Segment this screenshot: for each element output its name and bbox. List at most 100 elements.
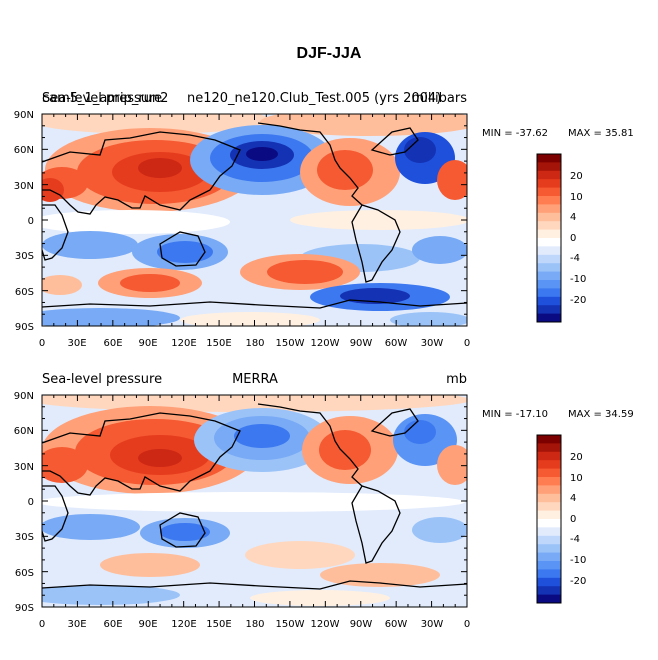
xtick-label: 0 [39,338,45,349]
field-blob [245,541,355,569]
field-blob [157,241,213,263]
panel-obs-ticks [41,394,468,608]
xtick-label: 150W [276,338,305,349]
field-blob [42,231,138,259]
xtick-label: 150E [206,619,231,630]
xtick-label: 180 [245,619,264,630]
panel-obs-ytick-labels: 90N 60N 30N 0 30S 60S 90S [14,391,34,614]
colorbar-label: -10 [570,555,586,566]
panel-test-min: MIN = -37.62 [482,128,548,139]
field-blob [42,178,64,202]
panel-test-frame [41,113,468,327]
ytick-label: 30S [15,532,34,543]
field-blob [437,160,467,200]
coastline-antarctica [42,299,467,309]
colorbar-swatch [537,288,561,298]
colorbar-label: 0 [570,514,576,525]
colorbar-border [536,434,562,604]
ytick-label: 60N [14,426,34,437]
field-blob [319,430,371,470]
field-blob [180,312,320,326]
colorbar-swatch [537,238,561,247]
coastline-africa [42,204,69,261]
field-blob [404,137,436,163]
xtick-label: 60E [103,338,122,349]
panel-obs-frame [41,394,468,608]
colorbar-swatch [537,196,561,205]
xtick-label: 90E [138,619,157,630]
field-blob [42,114,270,134]
ytick-label: 90S [15,603,34,614]
panel-obs-center-label: MERRA [232,372,278,387]
colorbar-swatch [537,170,561,180]
panel-obs-left-label: Sea-level pressure [42,372,162,387]
xtick-label: 60W [385,619,408,630]
coastline-australia [159,512,206,548]
coastline-eurasia [42,131,241,215]
colorbar-label: -10 [570,274,586,285]
xtick-label: 60E [103,619,122,630]
colorbar-swatch [537,305,561,314]
field-blob [42,210,230,234]
panel-test-units: millibars [412,91,468,106]
colorbar-swatch [537,519,561,528]
xtick-label: 30W [421,338,444,349]
colorbar-swatch [537,204,561,214]
coastline-africa [42,485,69,542]
field-blob [404,420,436,444]
panel-test: cam5_1_amip_run2 Sea-level pressure ne12… [14,91,634,349]
colorbar-swatch [537,246,561,256]
field-blob [42,492,465,512]
colorbar-swatch [537,271,561,281]
ytick-label: 0 [28,497,34,508]
field-blob [42,275,82,295]
field-blob [250,590,390,606]
panel-test-ytick-labels: 90N 60N 30N 0 30S 60S 90S [14,110,34,333]
xtick-label: 0 [464,338,470,349]
colorbar-label: -20 [570,576,586,587]
panel-obs-xtick-labels: 0 30E 60E 90E 120E 150E 180 150W 120W 90… [39,619,470,630]
field-blob [234,424,290,448]
colorbar-swatch [537,263,561,272]
field-blob [412,517,467,543]
panel-obs: Sea-level pressure MERRA mb [14,372,634,630]
colorbar-swatch [537,296,561,306]
xtick-label: 120E [171,338,196,349]
panel-test-colorbar-labels: 20 10 4 0 -4 -10 -20 [570,171,586,306]
coastline-australia [159,231,206,267]
xtick-label: 30W [421,619,444,630]
colorbar-swatch [537,485,561,495]
field-blob [138,449,182,467]
coastline-eurasia [42,412,241,496]
colorbar-swatch [537,254,561,264]
colorbar-label: -20 [570,295,586,306]
field-blob [267,260,343,284]
panel-test-xtick-labels: 0 30E 60E 90E 120E 150E 180 150W 120W 90… [39,338,470,349]
xtick-label: 90E [138,338,157,349]
panel-test-center-label: ne120_ne120.Club_Test.005 (yrs 2004) [187,91,441,106]
colorbar-label: 4 [570,493,576,504]
colorbar-swatch [537,544,561,553]
coastline-north-america [257,122,363,206]
coastline-antarctica [42,580,467,590]
ytick-label: 30N [14,462,34,473]
xtick-label: 180 [245,338,264,349]
panel-test-field [42,114,467,326]
colorbar-swatch [537,460,561,469]
colorbar-swatch [537,561,561,570]
field-blob [42,514,140,540]
field-blob [412,236,467,264]
panel-obs-field [42,395,467,607]
ytick-label: 30S [15,251,34,262]
panel-obs-colorbar [536,434,562,604]
field-blob [317,150,373,190]
field-blob [42,395,467,412]
colorbar-swatch [537,212,561,222]
colorbar-swatch [537,552,561,562]
colorbar-swatch [537,162,561,172]
xtick-label: 0 [39,619,45,630]
xtick-label: 30E [67,619,86,630]
colorbar-swatch [537,510,561,520]
ytick-label: 90N [14,110,34,121]
